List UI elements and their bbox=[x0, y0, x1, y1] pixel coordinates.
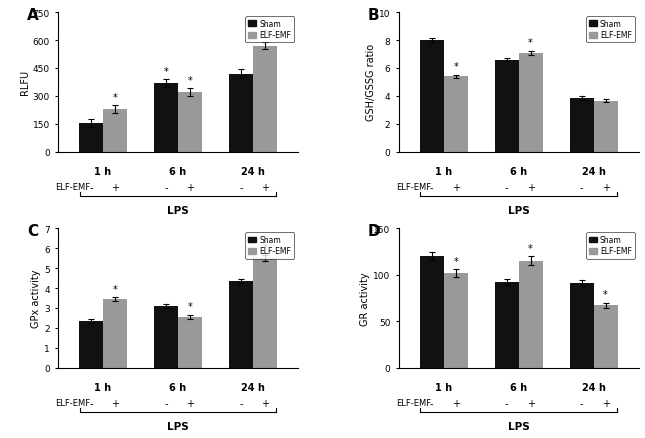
Text: *: * bbox=[164, 67, 168, 77]
Text: B: B bbox=[368, 7, 379, 22]
Y-axis label: RLFU: RLFU bbox=[20, 70, 30, 95]
Bar bbox=[229, 282, 253, 368]
Text: 6 h: 6 h bbox=[510, 382, 527, 392]
Text: *: * bbox=[113, 92, 117, 102]
Text: -: - bbox=[505, 183, 508, 193]
Text: *: * bbox=[603, 290, 608, 300]
Legend: Sham, ELF-EMF: Sham, ELF-EMF bbox=[246, 233, 294, 259]
Text: ELF-EMF: ELF-EMF bbox=[55, 183, 90, 192]
Bar bbox=[444, 273, 468, 368]
Text: 24 h: 24 h bbox=[241, 382, 265, 392]
Bar bbox=[570, 283, 593, 368]
Text: -: - bbox=[164, 183, 168, 193]
Text: -: - bbox=[505, 399, 508, 409]
Bar bbox=[79, 321, 103, 368]
Text: -: - bbox=[430, 399, 433, 409]
Bar bbox=[178, 93, 202, 152]
Bar bbox=[253, 46, 277, 152]
Text: +: + bbox=[602, 399, 610, 409]
Bar bbox=[495, 283, 519, 368]
Text: ELF-EMF: ELF-EMF bbox=[396, 399, 431, 407]
Text: 6 h: 6 h bbox=[170, 382, 186, 392]
Text: *: * bbox=[453, 62, 458, 72]
Text: *: * bbox=[263, 29, 267, 39]
Text: *: * bbox=[113, 284, 117, 294]
Bar bbox=[495, 60, 519, 152]
Text: -: - bbox=[239, 183, 243, 193]
Text: +: + bbox=[111, 183, 119, 193]
Text: 6 h: 6 h bbox=[510, 166, 527, 176]
Bar bbox=[253, 258, 277, 368]
Text: 1 h: 1 h bbox=[94, 166, 112, 176]
Text: -: - bbox=[580, 183, 583, 193]
Text: 24 h: 24 h bbox=[241, 166, 265, 176]
Bar bbox=[570, 99, 593, 152]
Bar bbox=[178, 317, 202, 368]
Legend: Sham, ELF-EMF: Sham, ELF-EMF bbox=[586, 17, 635, 43]
Bar bbox=[154, 84, 178, 152]
Text: *: * bbox=[263, 242, 267, 252]
Bar bbox=[519, 53, 542, 152]
Text: LPS: LPS bbox=[508, 205, 530, 215]
Text: -: - bbox=[430, 183, 433, 193]
Text: +: + bbox=[526, 399, 535, 409]
Text: 6 h: 6 h bbox=[170, 166, 186, 176]
Text: *: * bbox=[453, 256, 458, 266]
Text: C: C bbox=[27, 223, 38, 238]
Bar bbox=[154, 306, 178, 368]
Bar bbox=[444, 77, 468, 152]
Text: *: * bbox=[188, 76, 192, 86]
Bar bbox=[229, 74, 253, 152]
Text: ELF-EMF: ELF-EMF bbox=[55, 399, 90, 407]
Bar bbox=[79, 124, 103, 152]
Text: 24 h: 24 h bbox=[582, 166, 606, 176]
Text: D: D bbox=[368, 223, 380, 238]
Text: +: + bbox=[451, 399, 460, 409]
Text: 24 h: 24 h bbox=[582, 382, 606, 392]
Text: +: + bbox=[111, 399, 119, 409]
Bar bbox=[593, 306, 617, 368]
Text: -: - bbox=[239, 399, 243, 409]
Text: LPS: LPS bbox=[167, 205, 189, 215]
Text: 1 h: 1 h bbox=[94, 382, 112, 392]
Y-axis label: GPx activity: GPx activity bbox=[31, 269, 41, 328]
Bar bbox=[420, 257, 444, 368]
Bar bbox=[519, 261, 542, 368]
Bar bbox=[103, 110, 127, 152]
Text: A: A bbox=[27, 7, 39, 22]
Text: +: + bbox=[451, 183, 460, 193]
Bar bbox=[593, 102, 617, 152]
Text: +: + bbox=[261, 183, 269, 193]
Text: LPS: LPS bbox=[508, 421, 530, 431]
Bar bbox=[420, 41, 444, 152]
Text: 1 h: 1 h bbox=[435, 382, 452, 392]
Text: LPS: LPS bbox=[167, 421, 189, 431]
Text: *: * bbox=[528, 38, 533, 48]
Y-axis label: GR activity: GR activity bbox=[361, 272, 370, 325]
Legend: Sham, ELF-EMF: Sham, ELF-EMF bbox=[586, 233, 635, 259]
Text: -: - bbox=[89, 183, 93, 193]
Text: *: * bbox=[188, 302, 192, 312]
Text: ELF-EMF: ELF-EMF bbox=[396, 183, 431, 192]
Text: +: + bbox=[602, 183, 610, 193]
Bar bbox=[103, 299, 127, 368]
Text: +: + bbox=[526, 183, 535, 193]
Text: +: + bbox=[186, 183, 194, 193]
Text: -: - bbox=[164, 399, 168, 409]
Text: +: + bbox=[261, 399, 269, 409]
Text: 1 h: 1 h bbox=[435, 166, 452, 176]
Text: +: + bbox=[186, 399, 194, 409]
Y-axis label: GSH/GSSG ratio: GSH/GSSG ratio bbox=[366, 44, 376, 121]
Text: *: * bbox=[528, 243, 533, 253]
Text: -: - bbox=[580, 399, 583, 409]
Text: -: - bbox=[89, 399, 93, 409]
Legend: Sham, ELF-EMF: Sham, ELF-EMF bbox=[246, 17, 294, 43]
